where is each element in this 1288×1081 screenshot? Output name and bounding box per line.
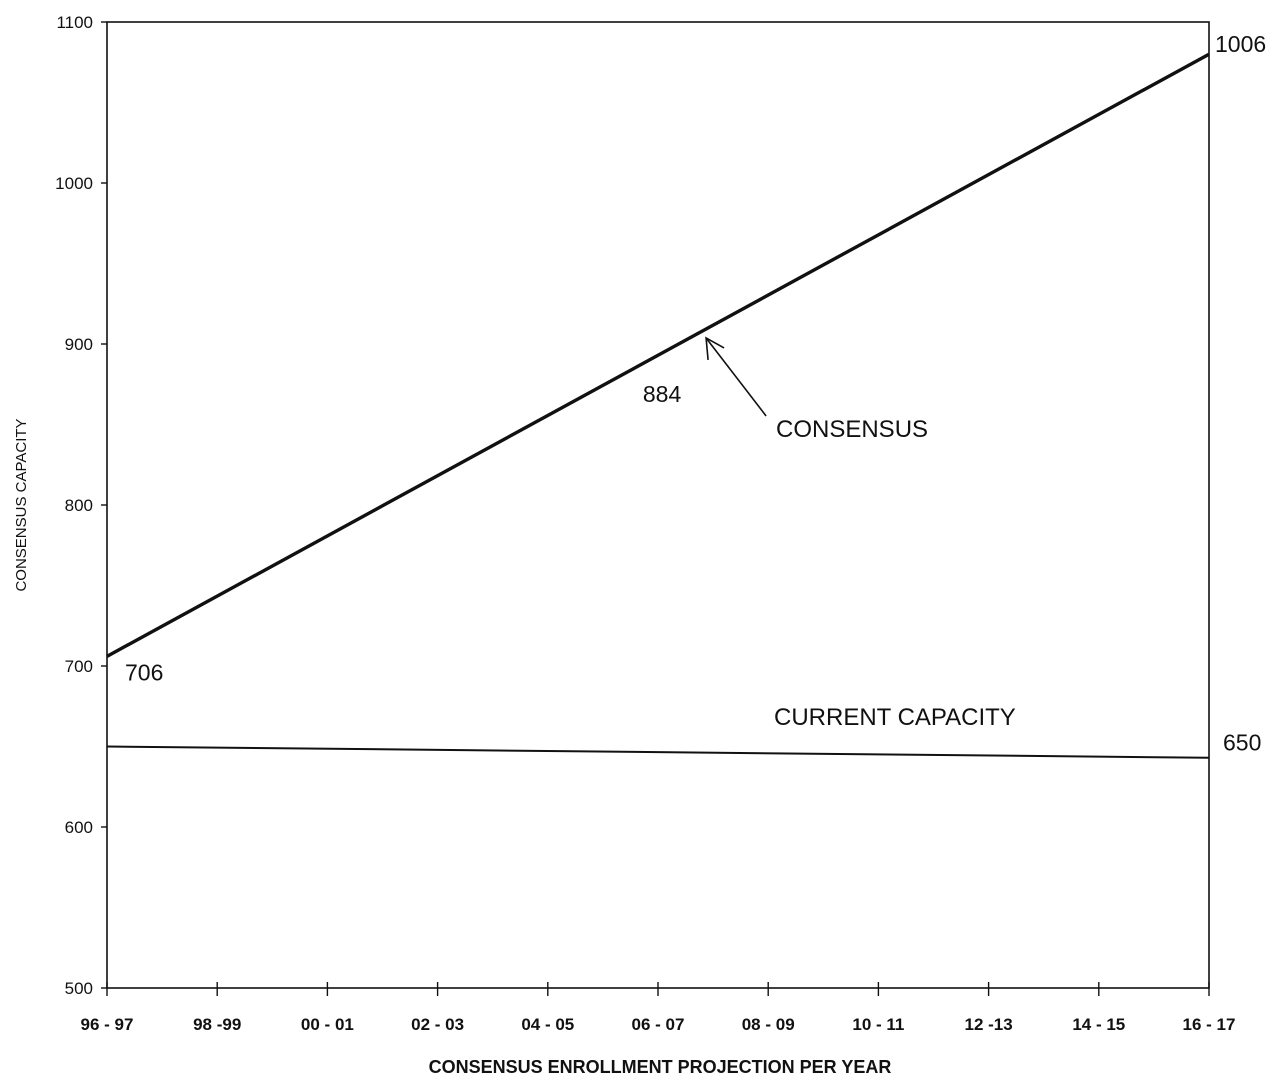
x-tick-label: 10 - 11: [852, 1015, 904, 1034]
y-tick-label: 600: [65, 818, 93, 837]
series-annotation-consensus: CONSENSUS: [776, 416, 928, 443]
x-axis: 96 - 97 98 -99 00 - 01 02 - 03 04 - 05 06 - 0…: [81, 982, 1236, 1034]
x-tick-label: 00 - 01: [301, 1015, 354, 1034]
plot-border: [106, 21, 1210, 989]
x-tick-label: 04 - 05: [521, 1015, 574, 1034]
x-tick-label: 98 -99: [193, 1015, 241, 1034]
x-tick-label: 16 - 17: [1183, 1015, 1236, 1034]
x-tick-label: 08 - 09: [742, 1015, 795, 1034]
y-tick-label: 900: [65, 335, 93, 354]
annotation-arrowhead: [705, 336, 725, 361]
series-annotation-current-capacity: CURRENT CAPACITY: [774, 704, 1016, 731]
y-tick-label: 800: [65, 496, 93, 515]
x-axis-label: CONSENSUS ENROLLMENT PROJECTION PER YEAR: [429, 1057, 892, 1077]
x-tick-label: 02 - 03: [411, 1015, 464, 1034]
annotation-arrow: [705, 337, 767, 417]
plot-frame: [106, 21, 1210, 989]
x-tick-label: 14 - 15: [1072, 1015, 1125, 1034]
y-tick-label: 700: [65, 657, 93, 676]
x-tick-label: 96 - 97: [81, 1015, 134, 1034]
y-tick-label: 1100: [56, 13, 93, 32]
y-tick-label: 1000: [55, 174, 93, 193]
y-tick-label: 500: [65, 979, 93, 998]
series-layer: [106, 52, 1210, 759]
data-label: 1006: [1215, 31, 1266, 57]
series-line-consensus: [106, 52, 1210, 658]
y-axis-label: CONSENSUS CAPACITY: [13, 418, 30, 591]
x-tick-label: 12 -13: [964, 1015, 1012, 1034]
data-label: 884: [643, 381, 682, 407]
data-label: 650: [1223, 730, 1261, 756]
data-labels: 706 884 1006 650 CONSENSUS CURRENT CAPACITY: [125, 31, 1266, 755]
y-axis: 500 600 700 800 900 1000 1100: [55, 13, 107, 998]
series-line-current-capacity: [106, 745, 1210, 759]
data-label: 706: [125, 659, 163, 685]
x-tick-label: 06 - 07: [632, 1015, 685, 1034]
